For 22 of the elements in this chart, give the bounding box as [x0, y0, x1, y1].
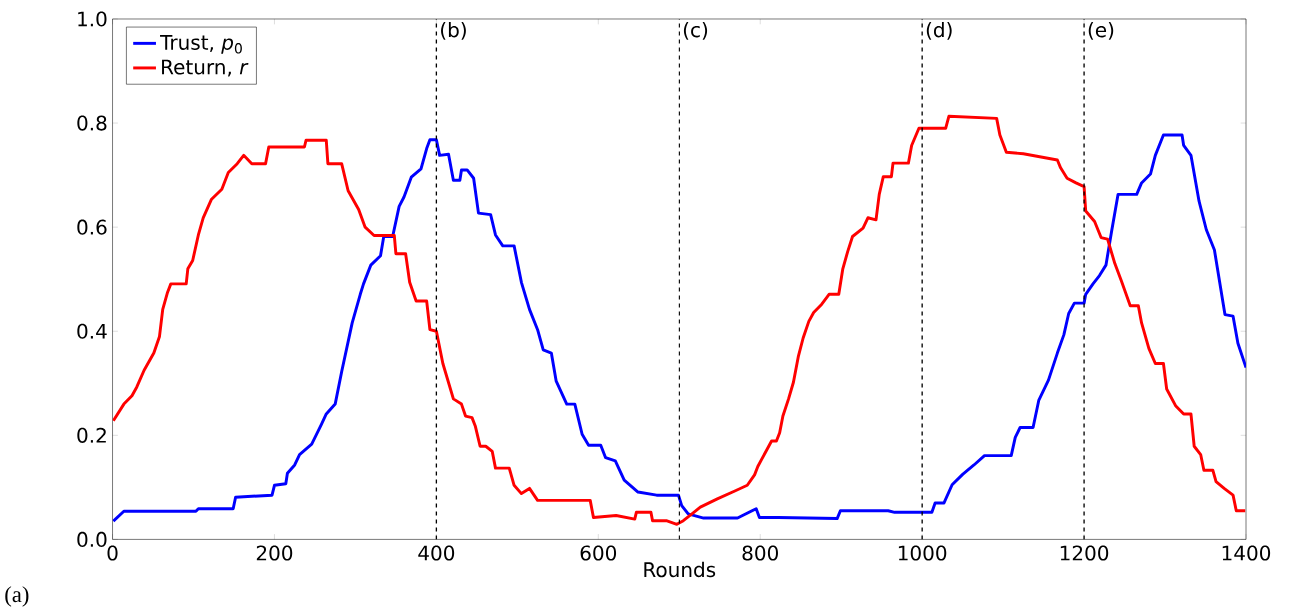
x-tick-label: 1400	[1222, 545, 1271, 561]
y-tick-label: 0.0	[77, 531, 107, 547]
y-tick-label: 0.2	[77, 427, 106, 443]
x-tick-label: 0	[107, 545, 118, 561]
y-tick-label: 0.8	[77, 115, 107, 131]
legend-label: Trust, p$_{0}$	[160, 35, 242, 54]
x-tick-label: 1200	[1060, 545, 1109, 561]
ref-line-label: (c)	[683, 21, 708, 40]
x-tick-label: 800	[742, 545, 778, 561]
ref-line-label: (d)	[926, 21, 952, 40]
x-tick-label: 400	[418, 545, 455, 561]
x-tick-label: 1000	[898, 545, 947, 561]
x-tick-label: 600	[580, 545, 617, 561]
ref-line-label: (b)	[441, 21, 466, 40]
x-axis-title: Rounds	[644, 561, 716, 578]
y-tick-label: 1.0	[78, 11, 107, 27]
text: (a)	[5, 586, 29, 607]
legend-label: Return, r	[162, 59, 249, 77]
ref-line-label: (e)	[1088, 21, 1114, 40]
x-tick-label: 200	[256, 545, 293, 561]
y-tick-label: 0.4	[77, 323, 107, 339]
y-tick-label: 0.6	[77, 219, 107, 235]
